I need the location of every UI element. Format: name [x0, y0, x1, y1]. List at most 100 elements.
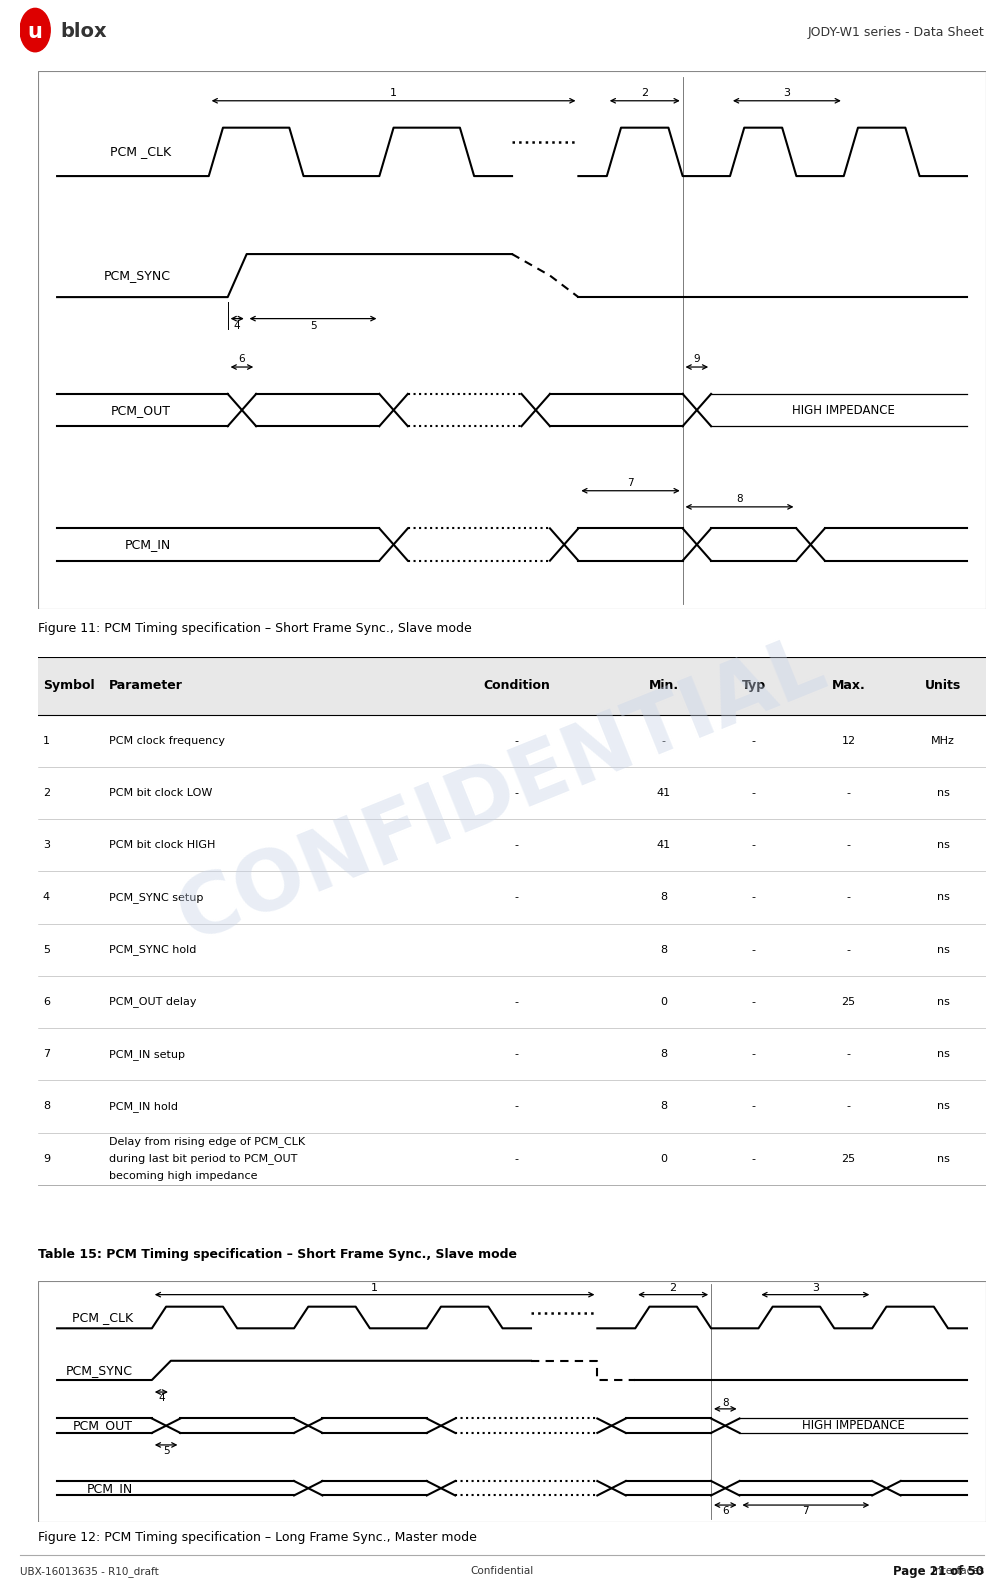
Text: Max.: Max.	[830, 679, 865, 691]
Text: Delay from rising edge of PCM_CLK: Delay from rising edge of PCM_CLK	[109, 1136, 305, 1147]
Text: ns: ns	[936, 892, 949, 902]
Text: 8: 8	[659, 1049, 667, 1060]
Text: -: -	[751, 1049, 755, 1060]
Text: JODY-W1 series - Data Sheet: JODY-W1 series - Data Sheet	[806, 25, 983, 40]
Text: PCM_SYNC: PCM_SYNC	[103, 269, 171, 282]
Text: PCM_IN: PCM_IN	[86, 1482, 132, 1495]
Text: ns: ns	[936, 1049, 949, 1060]
Text: -: -	[751, 736, 755, 745]
Text: PCM clock frequency: PCM clock frequency	[109, 736, 225, 745]
Text: PCM_OUT: PCM_OUT	[73, 1419, 132, 1432]
Text: ns: ns	[936, 944, 949, 954]
Text: Figure 12: PCM Timing specification – Long Frame Sync., Master mode: Figure 12: PCM Timing specification – Lo…	[38, 1531, 476, 1544]
Text: 41: 41	[656, 788, 670, 797]
Text: -: -	[751, 892, 755, 902]
Text: PCM bit clock LOW: PCM bit clock LOW	[109, 788, 213, 797]
Text: -: -	[515, 736, 519, 745]
Text: ns: ns	[936, 840, 949, 850]
Text: 5: 5	[162, 1446, 170, 1455]
Text: PCM_IN hold: PCM_IN hold	[109, 1101, 179, 1112]
Text: 2: 2	[43, 788, 50, 797]
Text: PCM_OUT delay: PCM_OUT delay	[109, 997, 197, 1008]
Text: PCM_IN setup: PCM_IN setup	[109, 1049, 185, 1060]
Text: 8: 8	[721, 1397, 728, 1408]
Text: Typ: Typ	[741, 679, 765, 691]
Text: -: -	[751, 997, 755, 1008]
Text: Parameter: Parameter	[109, 679, 183, 691]
Bar	[38, 657, 985, 715]
Text: 9: 9	[43, 1153, 50, 1164]
Text: 8: 8	[659, 892, 667, 902]
Text: 8: 8	[735, 494, 742, 505]
Text: 25: 25	[841, 1153, 855, 1164]
Text: 3: 3	[782, 89, 789, 98]
Text: UBX-16013635 - R10_draft: UBX-16013635 - R10_draft	[20, 1566, 158, 1577]
Text: -: -	[515, 788, 519, 797]
Text: -: -	[846, 892, 850, 902]
Text: Table 15: PCM Timing specification – Short Frame Sync., Slave mode: Table 15: PCM Timing specification – Sho…	[38, 1248, 517, 1261]
Text: 1: 1	[390, 89, 396, 98]
Text: 2: 2	[669, 1283, 676, 1294]
Text: 3: 3	[811, 1283, 818, 1294]
Text: 0: 0	[660, 1153, 667, 1164]
Text: PCM bit clock HIGH: PCM bit clock HIGH	[109, 840, 216, 850]
Text: 0: 0	[660, 997, 667, 1008]
Text: 2: 2	[641, 89, 648, 98]
Text: 4: 4	[234, 321, 241, 331]
Text: 3: 3	[43, 840, 50, 850]
Text: PCM_OUT: PCM_OUT	[110, 403, 171, 416]
Text: 6: 6	[239, 354, 245, 364]
Text: blox: blox	[60, 22, 106, 41]
Text: -: -	[515, 1101, 519, 1112]
Text: 4: 4	[157, 1394, 164, 1403]
Text: ns: ns	[936, 788, 949, 797]
Text: 6: 6	[43, 997, 50, 1008]
Text: -: -	[515, 1153, 519, 1164]
Text: 7: 7	[801, 1506, 808, 1516]
Text: -: -	[515, 1049, 519, 1060]
Text: PCM_IN: PCM_IN	[124, 538, 171, 551]
Text: 25: 25	[841, 997, 855, 1008]
Text: -: -	[846, 1101, 850, 1112]
Text: MHz: MHz	[931, 736, 954, 745]
Text: Min.: Min.	[648, 679, 678, 691]
Text: 5: 5	[43, 944, 50, 954]
Text: 8: 8	[659, 1101, 667, 1112]
Text: PCM _CLK: PCM _CLK	[72, 1311, 132, 1324]
Text: -: -	[515, 892, 519, 902]
Text: -: -	[846, 1049, 850, 1060]
Text: ns: ns	[936, 1101, 949, 1112]
Text: -: -	[661, 736, 665, 745]
Text: Confidential: Confidential	[470, 1566, 533, 1576]
Text: PCM_SYNC: PCM_SYNC	[66, 1364, 132, 1376]
Circle shape	[20, 8, 50, 52]
Text: HIGH IMPEDANCE: HIGH IMPEDANCE	[791, 403, 895, 416]
Text: PCM_SYNC hold: PCM_SYNC hold	[109, 944, 197, 956]
Text: Figure 11: PCM Timing specification – Short Frame Sync., Slave mode: Figure 11: PCM Timing specification – Sh…	[38, 622, 471, 634]
Text: 41: 41	[656, 840, 670, 850]
Text: 12: 12	[841, 736, 855, 745]
Text: ns: ns	[936, 1153, 949, 1164]
Text: 8: 8	[43, 1101, 50, 1112]
Text: PCM_SYNC setup: PCM_SYNC setup	[109, 892, 204, 903]
Text: -: -	[846, 840, 850, 850]
Text: -: -	[515, 997, 519, 1008]
Text: CONFIDENTIAL: CONFIDENTIAL	[166, 623, 837, 959]
Text: 6: 6	[721, 1506, 728, 1516]
Text: Units: Units	[924, 679, 961, 691]
Text: -: -	[515, 840, 519, 850]
Text: -: -	[751, 1101, 755, 1112]
Text: 4: 4	[43, 892, 50, 902]
Text: PCM _CLK: PCM _CLK	[109, 146, 171, 158]
Text: ns: ns	[936, 997, 949, 1008]
Text: Condition: Condition	[482, 679, 550, 691]
Text: -: -	[846, 788, 850, 797]
Text: -: -	[751, 1153, 755, 1164]
Text: 5: 5	[309, 321, 316, 331]
Text: -: -	[751, 944, 755, 954]
Text: 7: 7	[43, 1049, 50, 1060]
Text: Symbol: Symbol	[43, 679, 94, 691]
Text: 7: 7	[627, 478, 633, 487]
Text: 9: 9	[693, 354, 699, 364]
Text: Page 21 of 50: Page 21 of 50	[892, 1565, 983, 1577]
